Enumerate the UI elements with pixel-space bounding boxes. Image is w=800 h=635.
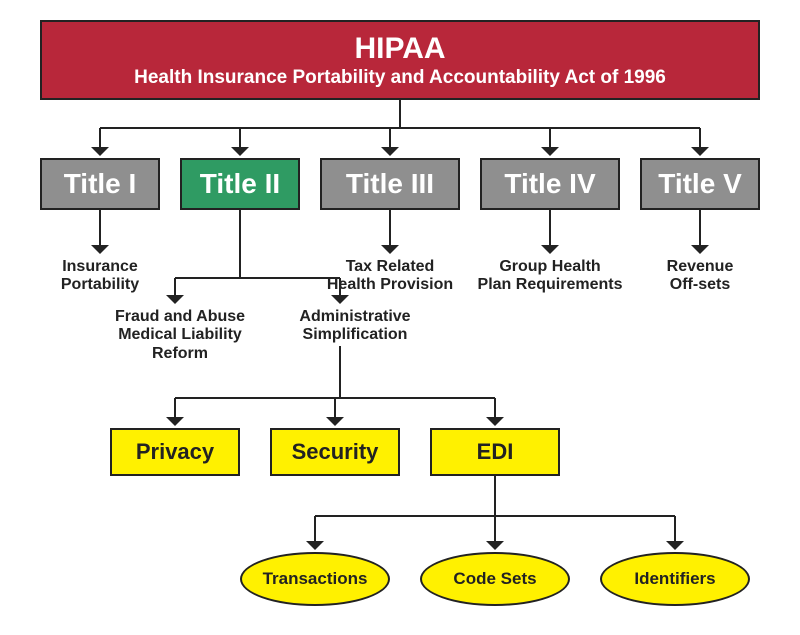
header-box: HIPAA Health Insurance Portability and A… [40,20,760,100]
title-box-t4: Title IV [480,158,620,210]
title-box-t1: Title I [40,158,160,210]
label-l1: InsurancePortability [40,258,160,295]
title-box-t5: Title V [640,158,760,210]
header-title: HIPAA [354,32,445,65]
sub-box-privacy: Privacy [110,428,240,476]
ellipse-codesets: Code Sets [420,552,570,606]
title-box-t2: Title II [180,158,300,210]
label-l5: RevenueOff-sets [640,258,760,295]
label-l3: Tax RelatedHealth Provision [320,258,460,295]
label-l4: Group HealthPlan Requirements [468,258,632,295]
sub-box-security: Security [270,428,400,476]
ellipse-identifiers: Identifiers [600,552,750,606]
header-subtitle: Health Insurance Portability and Account… [134,67,666,89]
label-l2b: AdministrativeSimplification [280,308,430,345]
sub-box-edi: EDI [430,428,560,476]
label-l2a: Fraud and AbuseMedical LiabilityReform [100,308,260,363]
ellipse-transactions: Transactions [240,552,390,606]
title-box-t3: Title III [320,158,460,210]
